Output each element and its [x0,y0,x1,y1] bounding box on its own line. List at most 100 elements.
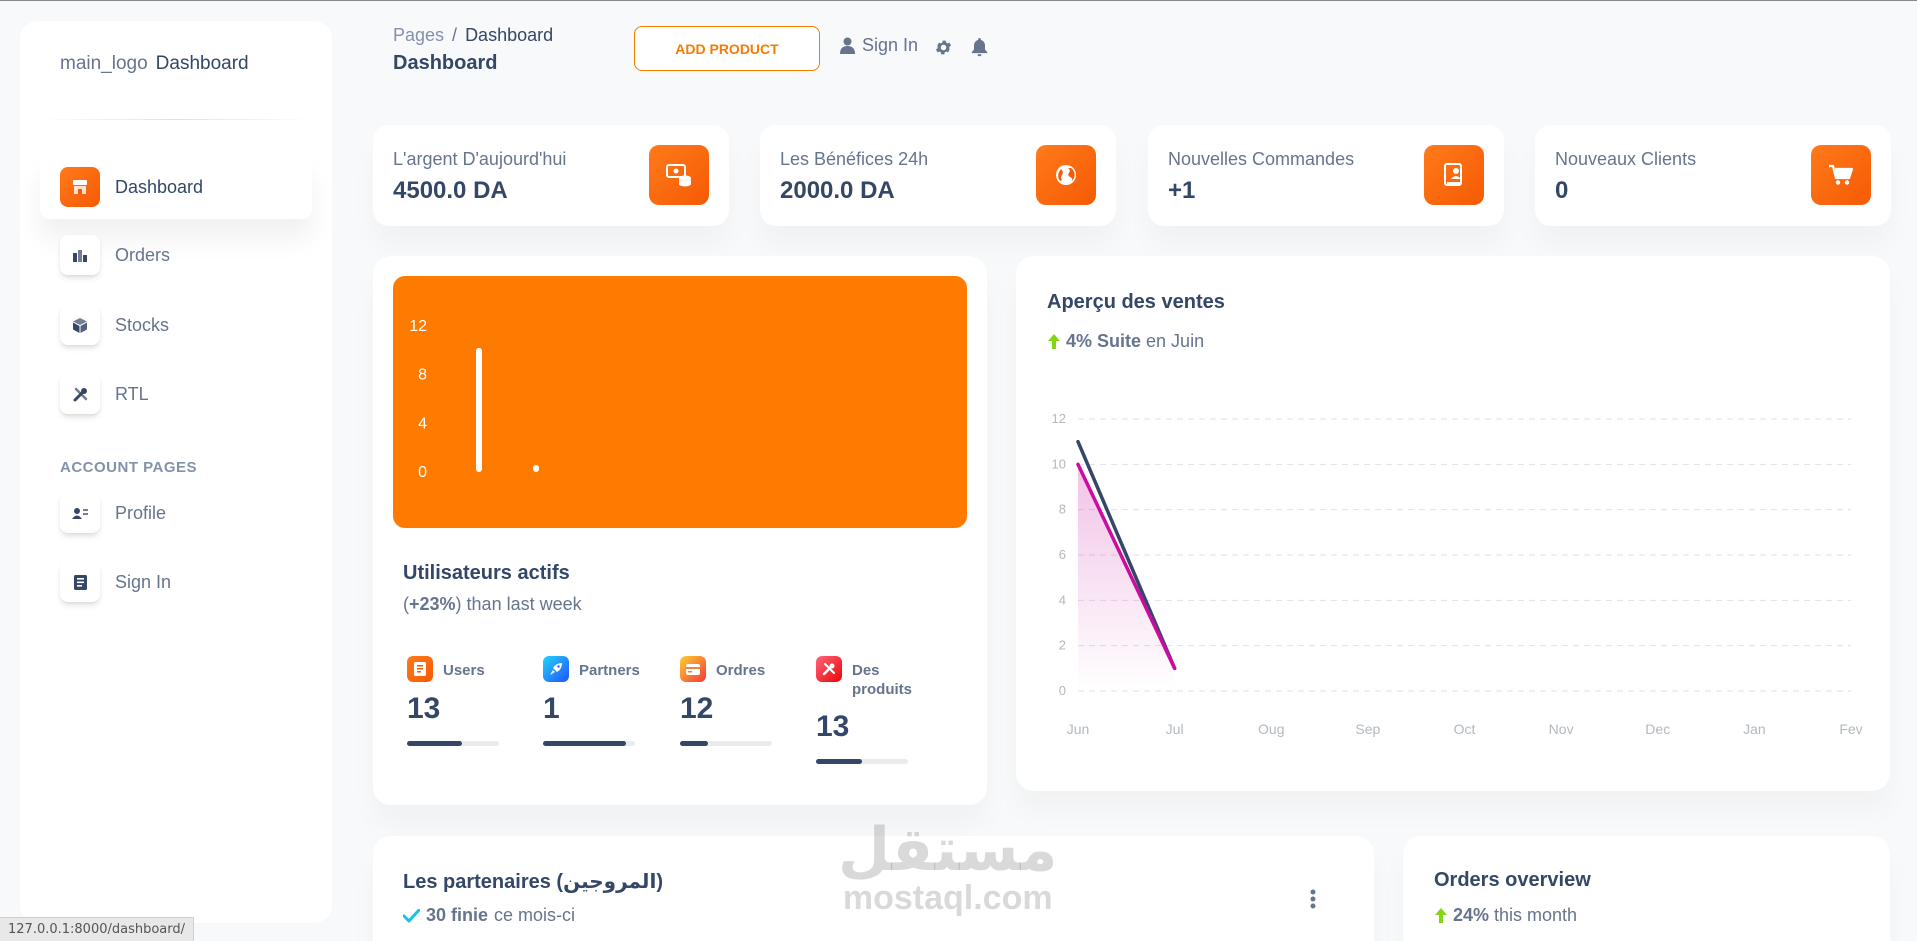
line-chart: 0 2 4 6 8 10 12 Jun Jul Oug Sep Oct Nov Dec Jan Fev [1052,411,1863,737]
gear-icon[interactable] [934,38,953,57]
partners-title: Les partenaires (المروجين) [403,871,663,893]
sales-overview-card: Aperçu des ventes 4% Suite en Juin 0 2 4 6 8… [1016,256,1890,791]
y-tick-label: 12 [1052,411,1066,426]
add-product-button[interactable]: ADD PRODUCT [634,26,820,71]
sales-trend: 4% Suite [1066,331,1142,351]
x-tick-label: Jul [1166,721,1184,737]
orders-overview-title: Orders overview [1434,869,1591,891]
watermark: مستقل mostaql.com [838,819,1057,915]
sidebar-item-label: Orders [115,244,171,265]
breadcrumb-current: Dashboard [465,25,554,45]
partners-count: 30 finie [426,905,489,925]
money-icon [649,145,709,205]
metric-label: Ordres [716,662,766,679]
sidebar-divider [40,119,312,120]
sidebar-item-label: Dashboard [115,176,204,197]
bar [476,347,482,472]
sign-in-label: Sign In [862,35,919,55]
breadcrumb-root[interactable]: Pages [393,25,445,45]
orders-overview-subtitle: 24% this month [1434,905,1577,926]
x-tick-label: Oct [1454,721,1476,737]
sidebar-item-orders[interactable]: Orders [40,223,312,287]
sales-overview-subtitle: 4% Suite en Juin [1047,331,1204,352]
sales-trend-suffix: en Juin [1146,331,1205,351]
watermark-arabic: مستقل [838,815,1058,885]
metric-label: Partners [579,662,640,679]
y-tick-label: 8 [418,367,427,384]
active-users-subtitle: (+23%) than last week [403,594,582,614]
card-icon [680,656,706,682]
document-icon [60,562,100,602]
sidebar-item-label: Profile [115,502,167,523]
partners-card: Les partenaires (المروجين) 30 finie ce m… [373,836,1374,941]
metric-value: 12 [680,692,714,725]
account-pages-heading: ACCOUNT PAGES [60,459,198,476]
stat-label: Les Bénéfices 24h [780,149,929,169]
rocket-icon [543,656,569,682]
y-tick-label: 6 [1059,547,1066,562]
y-tick-label: 0 [1059,683,1066,698]
sales-overview-title: Aperçu des ventes [1047,291,1225,313]
brand[interactable]: main_logo Dashboard [60,53,249,75]
stat-label: Nouvelles Commandes [1168,149,1355,169]
y-tick-label: 4 [418,415,427,432]
metric-progress [816,759,908,764]
breadcrumb-separator: / [452,25,458,45]
orders-trend-suffix: this month [1494,905,1578,925]
sidebar-item-dashboard[interactable]: Dashboard [40,155,312,219]
active-users-title: Utilisateurs actifs [403,562,570,584]
box-icon [60,305,100,345]
sign-in-link[interactable]: Sign In [840,35,918,56]
bar-chart: 0 4 8 12 [409,318,539,481]
stat-label: L'argent D'aujourd'hui [393,149,567,169]
sidebar-item-profile[interactable]: Profile [40,481,312,545]
stat-value: +1 [1168,177,1196,204]
series-line-2 [1076,462,1177,671]
x-tick-label: Sep [1355,721,1380,737]
x-tick-label: Jun [1067,721,1090,737]
y-tick-label: 2 [1059,638,1066,653]
bell-icon[interactable] [971,38,988,57]
stat-value: 4500.0 DA [393,177,508,204]
tools-icon [60,374,100,414]
globe-icon [1036,145,1096,205]
metric-partners: Partners 1 [543,656,643,746]
arrow-up-icon [1435,908,1447,923]
document-icon [407,656,433,682]
x-tick-label: Jan [1743,721,1766,737]
stat-card-orders: Nouvelles Commandes +1 [1148,125,1504,226]
profile-icon [60,493,100,533]
check-icon [403,908,420,922]
metric-progress [543,741,635,746]
office-icon [60,235,100,275]
sidebar-item-label: Stocks [115,314,170,335]
y-tick-label: 8 [1059,502,1066,517]
sidebar-item-stocks[interactable]: Stocks [40,293,312,357]
partners-count-suffix: ce mois-ci [494,905,576,925]
active-users-chart: 0 4 8 12 [393,276,967,528]
active-users-card: 0 4 8 12 Utilisateurs actifs (+23%) than la… [373,256,987,805]
metric-value: 13 [407,692,441,725]
partners-subtitle: 30 finie ce mois-ci [403,905,575,926]
metric-progress [680,741,772,746]
tools-icon [816,656,842,682]
metric-orders: Ordres 12 [680,656,780,746]
sidebar: main_logo Dashboard Dashboard Orders Sto… [20,21,332,923]
document-icon [1424,145,1484,205]
active-users-pct: +23% [409,594,456,614]
bar [533,465,539,472]
sidebar-item-sign-in[interactable]: Sign In [40,550,312,614]
more-vertical-icon[interactable] [1310,889,1316,909]
status-url: 127.0.0.1:8000/dashboard/ [0,917,195,941]
user-icon [840,37,855,54]
orders-trend: 24% [1453,905,1490,925]
x-tick-label: Fev [1839,721,1862,737]
series-area [1078,464,1175,691]
breadcrumb: Pages / Dashboard [393,25,553,46]
sidebar-item-label: RTL [115,383,149,404]
sidebar-item-rtl[interactable]: RTL [40,362,312,426]
metric-progress [407,741,499,746]
metric-value: 1 [543,692,560,725]
metric-users: Users 13 [407,656,507,746]
metric-label: Users [443,662,485,679]
